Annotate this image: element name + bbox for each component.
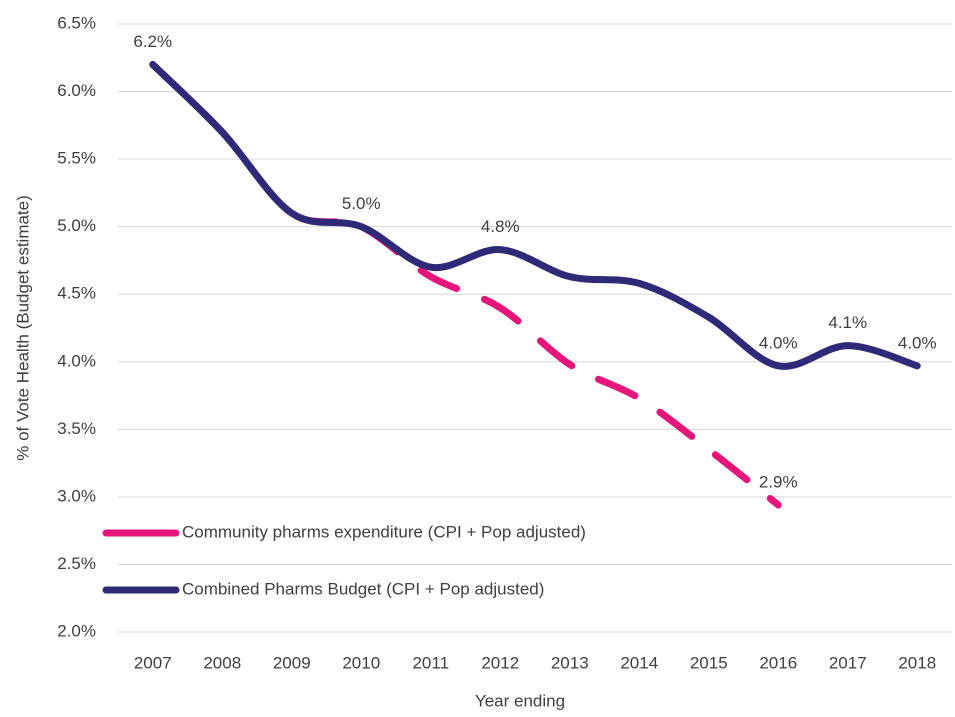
x-tick-label: 2008 bbox=[203, 653, 241, 672]
legend-label: Combined Pharms Budget (CPI + Pop adjust… bbox=[182, 579, 544, 598]
x-tick-label: 2009 bbox=[273, 653, 311, 672]
data-label: 5.0% bbox=[342, 194, 381, 213]
data-label: 2.9% bbox=[759, 472, 798, 491]
y-tick-label: 5.0% bbox=[57, 216, 96, 235]
data-label: 4.0% bbox=[759, 333, 798, 352]
y-tick-label: 3.5% bbox=[57, 419, 96, 438]
y-tick-label: 5.5% bbox=[57, 149, 96, 168]
x-tick-label: 2016 bbox=[759, 653, 797, 672]
x-tick-label: 2017 bbox=[829, 653, 867, 672]
x-tick-label: 2007 bbox=[134, 653, 172, 672]
x-axis-label: Year ending bbox=[475, 691, 565, 710]
x-tick-label: 2012 bbox=[481, 653, 519, 672]
data-label: 4.0% bbox=[898, 333, 937, 352]
x-tick-label: 2015 bbox=[690, 653, 728, 672]
data-label: 4.8% bbox=[481, 217, 520, 236]
x-tick-label: 2011 bbox=[412, 653, 449, 672]
y-axis-label: % of Vote Health (Budget estimate) bbox=[13, 195, 32, 461]
y-tick-label: 6.5% bbox=[57, 13, 96, 32]
y-tick-label: 3.0% bbox=[57, 486, 96, 505]
series-line bbox=[149, 61, 782, 509]
series-line bbox=[149, 61, 921, 370]
data-label: 6.2% bbox=[133, 32, 172, 51]
y-tick-label: 4.5% bbox=[57, 284, 96, 303]
data-label: 4.1% bbox=[828, 313, 867, 332]
x-tick-label: 2018 bbox=[898, 653, 936, 672]
y-tick-label: 6.0% bbox=[57, 81, 96, 100]
y-tick-label: 4.0% bbox=[57, 351, 96, 370]
x-tick-label: 2014 bbox=[620, 653, 658, 672]
y-tick-label: 2.0% bbox=[57, 621, 96, 640]
y-tick-label: 2.5% bbox=[57, 554, 96, 573]
legend-label: Community pharms expenditure (CPI + Pop … bbox=[182, 522, 586, 541]
x-tick-label: 2013 bbox=[551, 653, 589, 672]
x-tick-label: 2010 bbox=[342, 653, 380, 672]
